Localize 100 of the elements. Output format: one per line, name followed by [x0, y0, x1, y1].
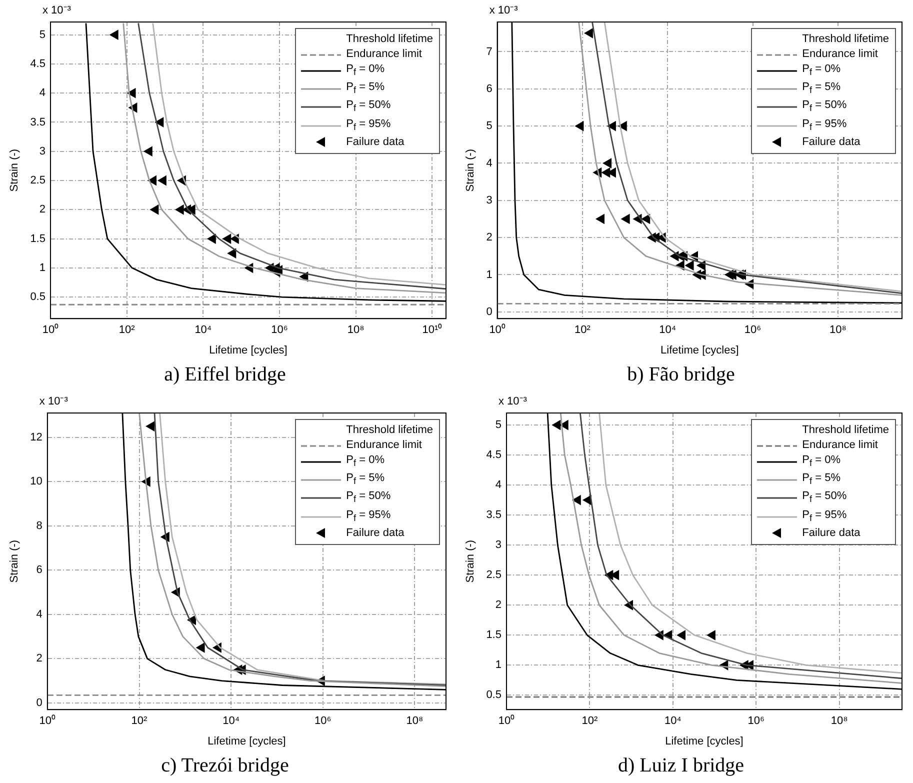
legend-label: Endurance limit — [802, 47, 878, 62]
y-tick-label: 4 — [36, 608, 42, 620]
y-tick-label: 1.5 — [486, 629, 502, 642]
text: d) Luiz I bridge — [618, 754, 744, 776]
y-tick-label: 4 — [495, 479, 502, 492]
y-tick-label: 2.5 — [30, 174, 46, 187]
y-tick-label: 5 — [486, 120, 492, 132]
y-tick-label: 2 — [486, 232, 492, 244]
y-axis-title: Strain (-) — [464, 148, 477, 192]
legend-label: P$_{f}$ = 0% — [346, 62, 384, 80]
x-tick-label: 10⁶ — [748, 715, 765, 728]
y-tick-label: 4.5 — [486, 449, 502, 462]
y-tick-label: 2 — [495, 599, 502, 612]
legend-label: P$_{f}$ = 95% — [802, 508, 847, 525]
legend-label: P$_{f}$ = 95% — [346, 508, 391, 525]
y-tick-label: 3 — [495, 539, 502, 552]
legend-label: P$_{f}$ = 0% — [346, 453, 384, 470]
y-axis-title: Strain (-) — [8, 540, 21, 583]
y-tick-label: 3 — [486, 194, 492, 206]
x-tick-label: 10⁰ — [489, 323, 506, 336]
y-tick-label: 1 — [495, 659, 502, 672]
text: Threshold lifetime — [346, 423, 433, 438]
x-tick-label: 10⁶ — [744, 324, 762, 336]
y-tick-label: 12 — [30, 431, 42, 444]
x-tick-label: 10⁴ — [222, 715, 240, 728]
text: a) Eiffel bridge — [164, 363, 286, 386]
y-tick-label: 2 — [36, 652, 42, 665]
x-tick-label: 10¹⁰ — [422, 323, 442, 336]
x-tick-label: 10⁰ — [42, 323, 59, 336]
y-tick-label: 0.5 — [486, 689, 502, 702]
y-tick-label: 8 — [36, 520, 42, 532]
x-tick-label: 10⁰ — [39, 714, 56, 728]
legend-label: P$_{f}$ = 50% — [802, 98, 847, 116]
text: Threshold lifetime — [346, 32, 433, 47]
y-tick-label: 4 — [486, 157, 492, 170]
x-tick-label: 10² — [582, 715, 598, 728]
legend-label: Endurance limit — [346, 47, 422, 62]
y-tick-label: 1 — [39, 262, 46, 274]
x-axis-title: Lifetime [cycles] — [660, 344, 739, 356]
text: x 10⁻³ — [489, 4, 518, 17]
y-tick-label: 5 — [495, 419, 502, 432]
y-tick-label: 3.5 — [486, 509, 502, 522]
x-tick-label: 10⁴ — [659, 324, 676, 336]
x-axis-title: Lifetime [cycles] — [209, 344, 288, 356]
text: b) Fão bridge — [627, 363, 735, 386]
text: x 10⁻³ — [498, 396, 528, 408]
legend-label: Failure data — [802, 526, 860, 541]
legend-label: P$_{f}$ = 95% — [346, 116, 391, 134]
y-tick-label: 0 — [486, 306, 492, 318]
y-tick-label: 2.5 — [486, 569, 502, 582]
x-tick-label: 10⁶ — [314, 715, 332, 728]
x-tick-label: 10⁴ — [194, 324, 212, 336]
legend-label: Failure data — [346, 134, 404, 150]
legend-label: Endurance limit — [802, 438, 878, 453]
legend-label: Failure data — [346, 526, 404, 541]
legend-label: P$_{f}$ = 50% — [346, 489, 391, 507]
text: c) Trezói bridge — [161, 754, 289, 776]
y-tick-label: 0 — [36, 696, 42, 709]
y-axis-title: Strain (-) — [464, 540, 477, 583]
y-tick-label: 3.5 — [30, 116, 46, 128]
legend-label: Failure data — [802, 134, 860, 150]
y-tick-label: 6 — [36, 564, 42, 576]
y-tick-label: 5 — [39, 28, 46, 41]
text: Threshold lifetime — [802, 423, 889, 438]
x-tick-label: 10⁸ — [829, 324, 846, 336]
y-tick-label: 4 — [39, 87, 46, 100]
legend-label: P$_{f}$ = 5% — [802, 80, 840, 98]
x-tick-label: 10⁸ — [830, 715, 848, 728]
x-tick-label: 10⁶ — [271, 324, 288, 336]
x-tick-label: 10² — [574, 324, 591, 336]
text: Threshold lifetime — [802, 32, 889, 47]
y-tick-label: 6 — [486, 82, 492, 95]
x-axis-title: Lifetime [cycles] — [208, 735, 286, 748]
x-axis-title: Lifetime [cycles] — [665, 735, 744, 748]
legend-label: P$_{f}$ = 0% — [802, 62, 840, 80]
x-tick-label: 10⁰ — [498, 714, 515, 728]
y-tick-label: 10 — [30, 476, 42, 488]
legend-label: P$_{f}$ = 5% — [802, 471, 840, 488]
text: x 10⁻³ — [42, 4, 72, 17]
x-tick-label: 10⁸ — [347, 324, 364, 336]
y-tick-label: 1.5 — [30, 232, 46, 245]
legend-label: Endurance limit — [346, 438, 422, 453]
y-axis-title: Strain (-) — [8, 148, 21, 192]
legend-label: P$_{f}$ = 5% — [346, 471, 384, 488]
y-tick-label: 0.5 — [30, 291, 46, 304]
legend-label: P$_{f}$ = 50% — [802, 489, 847, 507]
x-tick-label: 10⁴ — [664, 715, 682, 728]
x-tick-label: 10⁸ — [406, 715, 424, 728]
legend-label: P$_{f}$ = 0% — [802, 453, 840, 470]
legend-label: P$_{f}$ = 50% — [346, 98, 391, 116]
x-tick-label: 10² — [131, 715, 148, 728]
y-tick-label: 2 — [39, 204, 46, 216]
y-tick-label: 7 — [486, 46, 492, 58]
y-tick-label: 4.5 — [30, 58, 46, 70]
text: x 10⁻³ — [39, 396, 68, 408]
legend-label: P$_{f}$ = 5% — [346, 80, 384, 98]
y-tick-label: 3 — [39, 145, 46, 158]
legend-label: P$_{f}$ = 95% — [802, 116, 847, 134]
x-tick-label: 10² — [118, 324, 136, 336]
y-tick-label: 1 — [486, 268, 492, 281]
